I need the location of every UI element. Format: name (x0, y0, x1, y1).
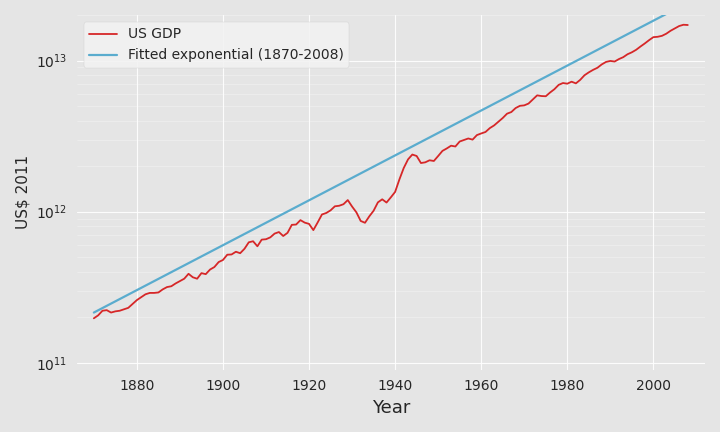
Fitted exponential (1870-2008) (580, 54, 588, 59)
Fitted exponential (1870-2008) (89, 310, 98, 315)
US GDP (94, 313, 102, 318)
US GDP (98, 308, 107, 313)
US GDP (683, 22, 692, 28)
Legend: US GDP, Fitted exponential (1870-2008): US GDP, Fitted exponential (1870-2008) (84, 22, 349, 68)
Fitted exponential (1870-2008) (688, 0, 696, 3)
Fitted exponential (1870-2008) (377, 160, 386, 165)
Fitted exponential (1870-2008) (673, 6, 682, 11)
Fitted exponential (1870-2008) (374, 162, 382, 167)
Y-axis label: US$ 2011: US$ 2011 (15, 155, 30, 229)
Fitted exponential (1870-2008) (413, 141, 422, 146)
X-axis label: Year: Year (372, 399, 410, 417)
US GDP (400, 165, 408, 171)
Fitted exponential (1870-2008) (446, 124, 454, 130)
US GDP (468, 137, 477, 142)
US GDP (670, 26, 679, 31)
US GDP (679, 22, 688, 27)
Line: Fitted exponential (1870-2008): Fitted exponential (1870-2008) (94, 0, 692, 313)
Line: US GDP: US GDP (94, 25, 688, 318)
US GDP (426, 158, 434, 163)
US GDP (89, 316, 98, 321)
